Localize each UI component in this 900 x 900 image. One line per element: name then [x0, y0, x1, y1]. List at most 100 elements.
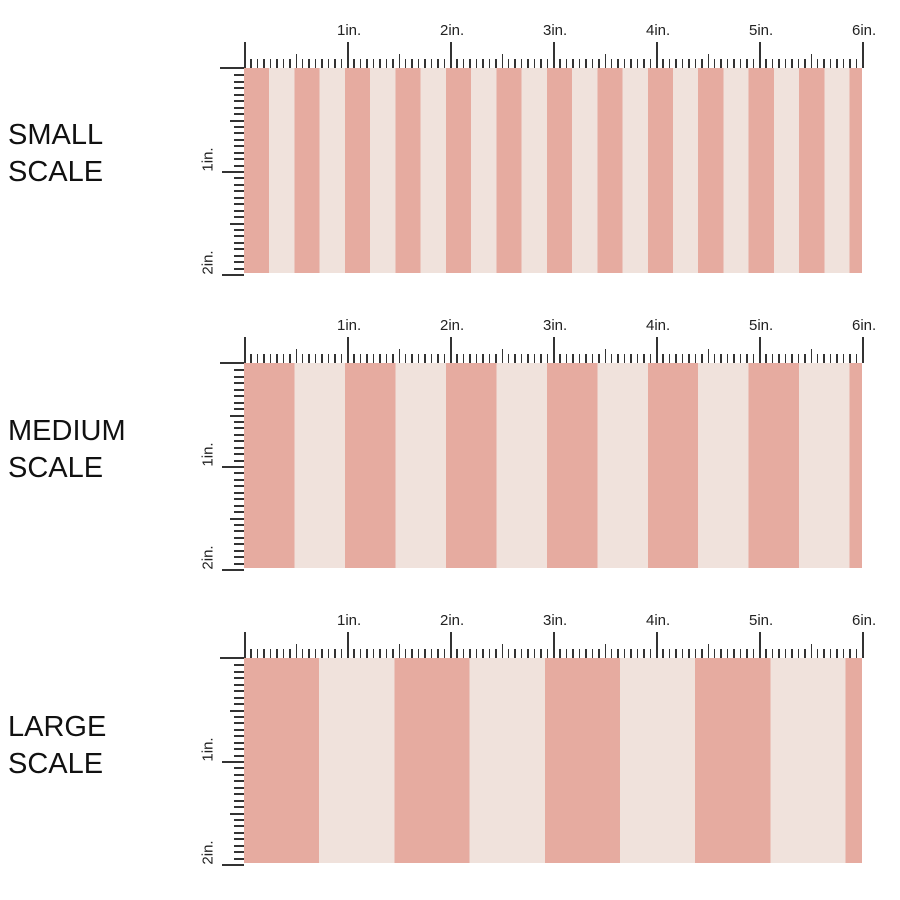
- ruler-tick: [411, 649, 413, 658]
- ruler-tick: [398, 644, 400, 658]
- ruler-tick: [514, 354, 516, 363]
- ruler-tick: [739, 59, 742, 68]
- ruler-tick: [456, 649, 458, 658]
- ruler-tick: [334, 59, 336, 68]
- ruler-tick: [234, 209, 244, 212]
- ruler-tick: [804, 354, 806, 363]
- ruler-tick: [230, 414, 244, 417]
- ruler-tick: [244, 632, 246, 658]
- ruler-tick: [234, 818, 244, 821]
- ruler-tick: [234, 74, 244, 77]
- ruler-tick: [694, 649, 697, 658]
- ruler-tick: [424, 649, 426, 658]
- ruler-tick: [222, 569, 244, 571]
- ruler-tick: [842, 649, 845, 658]
- vertical-ruler: 1in. 2in.: [200, 658, 244, 866]
- ruler-tick: [234, 844, 244, 847]
- ruler-tick: [842, 354, 845, 363]
- ruler-tick: [234, 235, 244, 238]
- ruler-tick: [295, 349, 297, 363]
- ruler-label: 1in.: [199, 442, 217, 467]
- ruler-tick: [668, 59, 671, 68]
- ruler-tick: [585, 59, 587, 68]
- ruler-tick: [334, 354, 336, 363]
- ruler-tick: [829, 649, 832, 658]
- ruler-tick: [234, 472, 244, 475]
- ruler-tick: [855, 354, 858, 363]
- ruler-tick: [475, 59, 478, 68]
- ruler-label: 3in.: [543, 612, 568, 629]
- ruler-tick: [797, 354, 800, 363]
- ruler-tick: [244, 42, 246, 68]
- ruler-tick: [234, 715, 244, 718]
- ruler-tick: [417, 59, 420, 68]
- ruler-tick: [234, 536, 244, 539]
- ruler-tick: [222, 274, 244, 276]
- ruler-tick: [475, 354, 478, 363]
- ruler-tick: [234, 440, 244, 443]
- ruler-tick: [643, 59, 645, 68]
- ruler-tick: [816, 354, 819, 363]
- ruler-tick: [469, 649, 471, 658]
- ruler-tick: [527, 354, 529, 363]
- ruler-tick: [256, 649, 259, 658]
- ruler-tick: [617, 59, 619, 68]
- ruler-tick: [234, 183, 244, 186]
- ruler-tick: [234, 132, 244, 135]
- ruler-tick: [649, 59, 652, 68]
- ruler-tick: [791, 649, 793, 658]
- ruler-tick: [327, 354, 330, 363]
- ruler-tick: [553, 42, 555, 68]
- ruler-tick: [417, 649, 420, 658]
- ruler-tick: [234, 556, 244, 559]
- ruler-tick: [482, 59, 484, 68]
- ruler-tick: [533, 649, 536, 658]
- ruler-tick: [829, 59, 832, 68]
- ruler-tick: [372, 354, 375, 363]
- vertical-ruler: 1in. 2in.: [200, 68, 244, 276]
- ruler-tick: [623, 59, 626, 68]
- ruler-tick: [450, 337, 452, 363]
- ruler-tick: [234, 216, 244, 219]
- ruler-tick: [546, 354, 549, 363]
- ruler-tick: [234, 562, 244, 565]
- ruler-tick: [771, 649, 774, 658]
- ruler-tick: [437, 354, 439, 363]
- ruler-label: 2in.: [199, 840, 217, 865]
- ruler-tick: [520, 59, 523, 68]
- ruler-tick: [234, 767, 244, 770]
- ruler-tick: [495, 59, 497, 68]
- ruler-tick: [234, 93, 244, 96]
- ruler-tick: [591, 59, 594, 68]
- ruler-tick: [234, 80, 244, 83]
- ruler-label: 1in.: [337, 22, 362, 39]
- ruler-tick: [630, 59, 632, 68]
- ruler-tick: [765, 354, 767, 363]
- ruler-tick: [321, 59, 323, 68]
- ruler-label: 2in.: [199, 545, 217, 570]
- ruler-tick: [234, 369, 244, 372]
- ruler-tick: [482, 354, 484, 363]
- ruler-tick: [392, 59, 394, 68]
- ruler-tick: [810, 644, 812, 658]
- ruler-tick: [514, 59, 516, 68]
- ruler-tick: [636, 59, 639, 68]
- ruler-tick: [334, 649, 336, 658]
- ruler-tick: [797, 649, 800, 658]
- ruler-tick: [604, 644, 606, 658]
- large-scale-panel: 1in. 2in. 3in. 4in. 5in. 6in. 1in. 2in.: [190, 610, 900, 900]
- ruler-tick: [572, 59, 574, 68]
- ruler-tick: [559, 649, 561, 658]
- ruler-label: 2in.: [440, 22, 465, 39]
- ruler-tick: [752, 354, 755, 363]
- ruler-label: 3in.: [543, 22, 568, 39]
- medium-scale-label: MEDIUM SCALE: [8, 415, 126, 484]
- ruler-tick: [234, 786, 244, 789]
- ruler-tick: [784, 59, 787, 68]
- ruler-tick: [234, 799, 244, 802]
- ruler-tick: [234, 138, 244, 141]
- ruler-tick: [656, 632, 658, 658]
- ruler-tick: [778, 649, 780, 658]
- stripe-fabric-swatch: [244, 68, 862, 273]
- ruler-tick: [314, 59, 317, 68]
